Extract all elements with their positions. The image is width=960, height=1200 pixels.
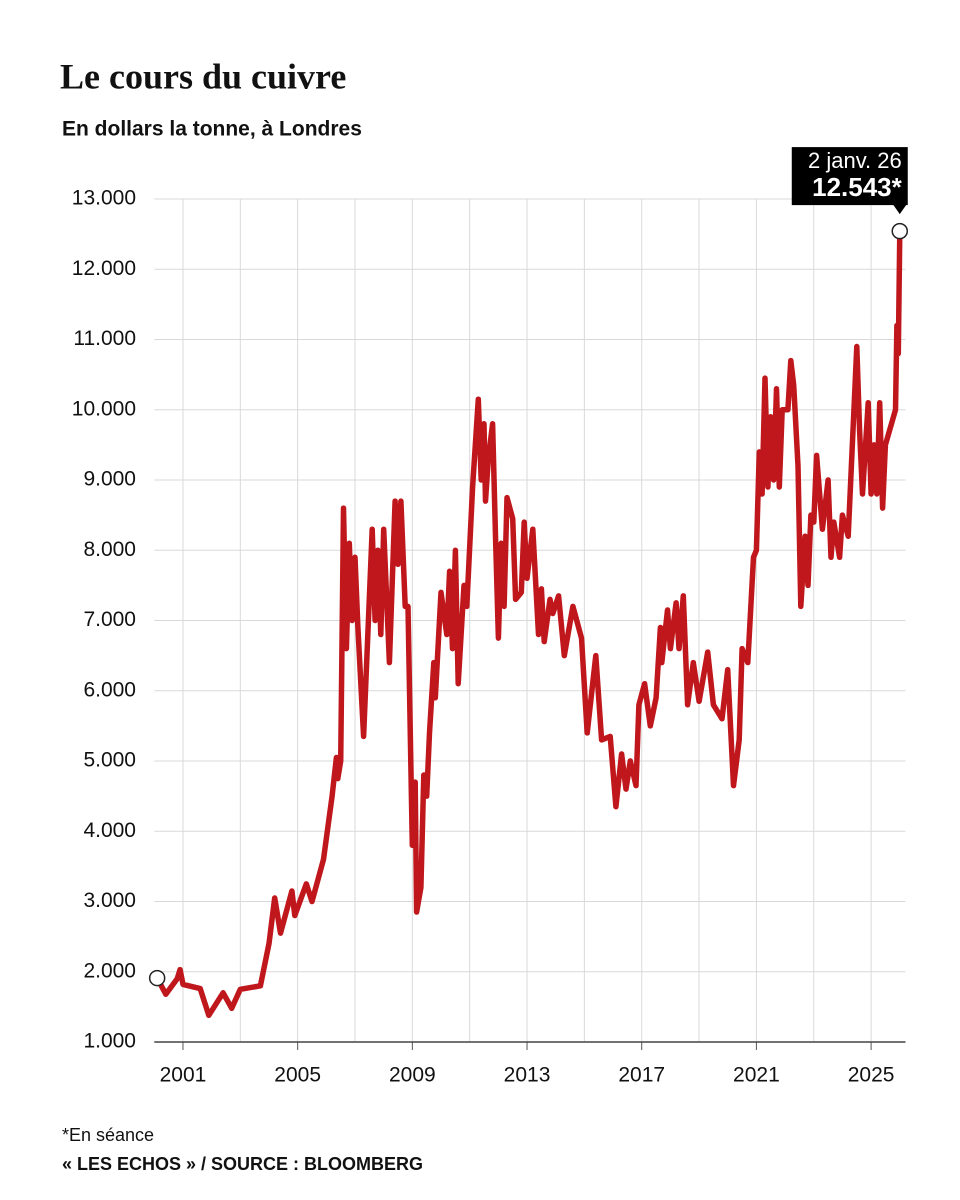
- chart-subtitle: En dollars la tonne, à Londres: [62, 118, 362, 141]
- end-point: [891, 222, 909, 240]
- x-tick-label: 2013: [504, 1064, 551, 1087]
- y-tick-label: 10.000: [72, 397, 136, 420]
- x-tick-label: 2005: [274, 1064, 321, 1087]
- y-tick-label: 8.000: [83, 538, 136, 561]
- y-tick-label: 6.000: [83, 678, 136, 701]
- source: « LES ECHOS » / SOURCE : BLOOMBERG: [62, 1154, 423, 1174]
- annotation-box: [791, 147, 908, 206]
- line-series: [154, 231, 903, 1019]
- y-tick-label: 7.000: [83, 608, 136, 631]
- y-tick-label: 2.000: [83, 959, 136, 982]
- chart-title: Le cours du cuivre: [60, 56, 346, 96]
- annotation-value: 12.543*: [812, 172, 903, 202]
- footnote: *En séance: [62, 1125, 154, 1145]
- y-tick-label: 3.000: [83, 889, 136, 912]
- annotation-pointer: [892, 204, 907, 215]
- y-tick-label: 11.000: [73, 327, 136, 350]
- x-tick-label: 2025: [848, 1064, 895, 1087]
- x-tick-label: 2009: [389, 1064, 436, 1087]
- annotation-date: 2 janv. 26: [808, 148, 902, 173]
- x-tick-label: 2001: [160, 1064, 207, 1087]
- y-tick-label: 4.000: [83, 819, 136, 842]
- y-tick-label: 1.000: [83, 1030, 136, 1053]
- grid: [154, 198, 906, 1050]
- y-tick-label: 5.000: [83, 749, 136, 772]
- y-tick-label: 13.000: [72, 187, 136, 210]
- x-tick-label: 2021: [733, 1064, 780, 1087]
- y-tick-label: 9.000: [83, 468, 136, 491]
- x-tick-label: 2017: [618, 1064, 665, 1087]
- y-tick-label: 12.000: [72, 257, 136, 280]
- end-point: [148, 969, 166, 987]
